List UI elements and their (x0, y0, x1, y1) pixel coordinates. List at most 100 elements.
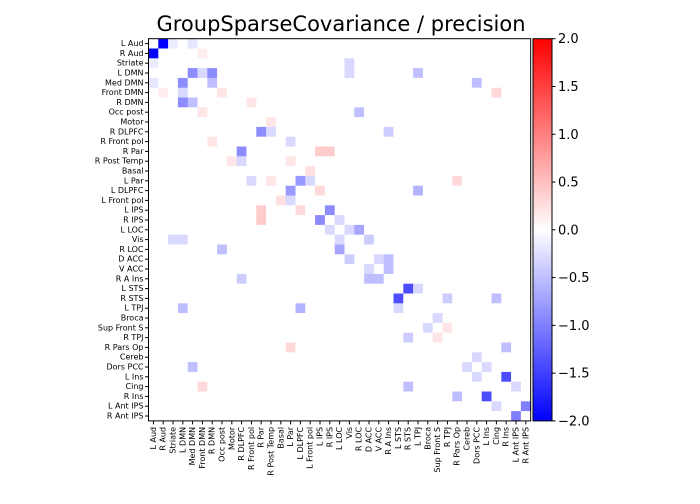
heatmap-cell (217, 352, 228, 363)
heatmap-cell (403, 303, 414, 314)
heatmap-cell (168, 87, 179, 98)
heatmap-cell (393, 107, 404, 118)
heatmap-cell (432, 303, 443, 314)
x-tick-label: R A Ins (384, 427, 393, 455)
heatmap-cell (373, 381, 384, 392)
x-tick-label: Motor (227, 426, 236, 450)
heatmap-cell (148, 58, 159, 69)
heatmap-cell (354, 185, 365, 196)
heatmap-cell (364, 293, 375, 304)
heatmap-cell (266, 68, 277, 79)
heatmap-cell (491, 185, 502, 196)
heatmap-cell (315, 283, 326, 294)
heatmap-cell (432, 371, 443, 382)
heatmap-cell (305, 224, 316, 235)
heatmap-cell (501, 87, 512, 98)
heatmap-cell (207, 391, 218, 402)
heatmap-cell (364, 401, 375, 412)
heatmap-cell (442, 185, 453, 196)
heatmap-cell (266, 283, 277, 294)
heatmap-cell (413, 48, 424, 59)
heatmap-cell (344, 146, 355, 157)
heatmap-cell (413, 136, 424, 147)
heatmap-cell (383, 352, 394, 363)
heatmap-cell (187, 166, 198, 177)
heatmap-cell (481, 273, 492, 284)
heatmap-cell (187, 215, 198, 226)
heatmap-cell (344, 77, 355, 88)
heatmap-cell (432, 313, 443, 324)
heatmap-cell (364, 224, 375, 235)
heatmap-cell (275, 38, 286, 49)
heatmap-cell (256, 234, 267, 245)
heatmap-cell (432, 362, 443, 373)
heatmap-cell (168, 185, 179, 196)
heatmap-cell (187, 146, 198, 157)
heatmap-cell (432, 68, 443, 79)
heatmap-cell (403, 107, 414, 118)
heatmap-cell (236, 234, 247, 245)
heatmap-cell (226, 303, 237, 314)
heatmap-cell (442, 371, 453, 382)
heatmap-cell (315, 273, 326, 284)
heatmap-cell (148, 195, 159, 206)
heatmap-cell (246, 107, 257, 118)
heatmap-cell (324, 185, 335, 196)
heatmap-cell (207, 234, 218, 245)
heatmap-cell (295, 303, 306, 314)
heatmap-cell (373, 411, 384, 422)
heatmap-cell (471, 185, 482, 196)
heatmap-cell (413, 293, 424, 304)
heatmap-cell (471, 244, 482, 255)
heatmap-cell (452, 146, 463, 157)
x-tick-label: Vis (345, 427, 354, 439)
heatmap-cell (344, 273, 355, 284)
y-tick-label: L Ins (125, 372, 144, 381)
heatmap-cell (413, 352, 424, 363)
heatmap-cell (158, 195, 169, 206)
heatmap-cell (168, 293, 179, 304)
heatmap-cell (520, 313, 531, 324)
heatmap-cell (520, 146, 531, 157)
heatmap-cell (207, 97, 218, 108)
heatmap-cell (432, 234, 443, 245)
heatmap-cell (168, 381, 179, 392)
heatmap-cell (266, 264, 277, 275)
heatmap-cell (413, 283, 424, 294)
heatmap-cell (295, 332, 306, 343)
heatmap-cell (177, 117, 188, 128)
heatmap-cell (217, 117, 228, 128)
heatmap-cell (197, 273, 208, 284)
heatmap-cell (158, 126, 169, 137)
heatmap-cell (275, 175, 286, 186)
heatmap-cell (373, 224, 384, 235)
heatmap-cell (403, 48, 414, 59)
heatmap-cell (187, 156, 198, 167)
heatmap-cell (305, 156, 316, 167)
heatmap-cell (383, 411, 394, 422)
heatmap-cell (481, 68, 492, 79)
heatmap-cell (422, 264, 433, 275)
heatmap-cell (315, 97, 326, 108)
heatmap-cell (226, 185, 237, 196)
heatmap-cell (501, 352, 512, 363)
heatmap-cell (442, 117, 453, 128)
heatmap-cell (481, 224, 492, 235)
heatmap-cell (266, 342, 277, 353)
heatmap-cell (168, 313, 179, 324)
heatmap-cell (236, 411, 247, 422)
heatmap-cell (236, 68, 247, 79)
heatmap-cell (266, 205, 277, 216)
x-tick-label: Occ post (218, 427, 227, 462)
heatmap-cell (383, 283, 394, 294)
heatmap-cell (393, 146, 404, 157)
y-tick-label: L STS (121, 284, 143, 293)
heatmap-cell (168, 126, 179, 137)
heatmap-cell (432, 77, 443, 88)
heatmap-cell (148, 234, 159, 245)
heatmap-cell (324, 136, 335, 147)
heatmap-cell (236, 313, 247, 324)
heatmap-cell (285, 166, 296, 177)
heatmap-cell (334, 352, 345, 363)
